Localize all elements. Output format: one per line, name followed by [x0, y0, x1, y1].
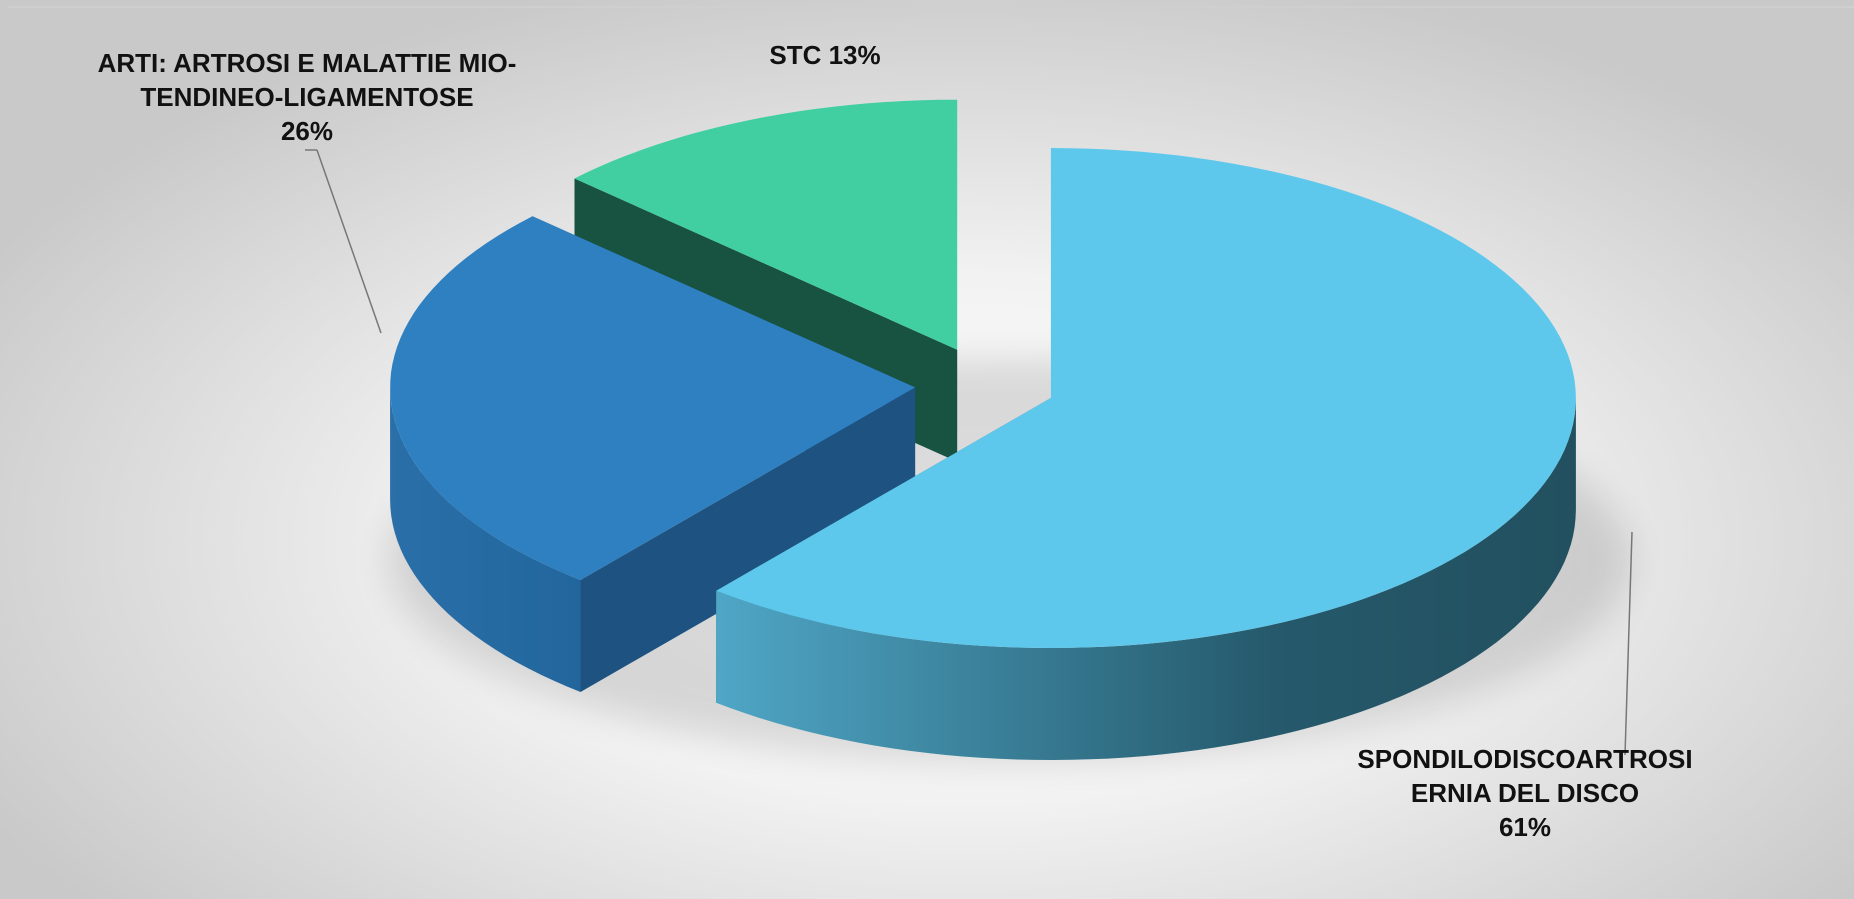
slice-top	[390, 216, 916, 581]
pie	[390, 99, 1576, 760]
category-label: STC	[769, 40, 822, 70]
category-label: SPONDILODISCOARTROSI ERNIA DEL DISCO	[1357, 744, 1693, 808]
pie-slice	[716, 148, 1576, 760]
slice-label: ARTI: ARTROSI E MALATTIE MIO-TENDINEO-LI…	[62, 46, 552, 148]
slice-label: STC 13%	[700, 38, 950, 72]
slice-wall	[390, 387, 581, 692]
pie-slice	[390, 216, 916, 692]
slice-side	[580, 387, 916, 692]
value-label: 26%	[280, 116, 334, 146]
value-label: 61%	[1498, 812, 1552, 842]
value-label: 13%	[828, 40, 881, 70]
slice-top	[716, 148, 1576, 648]
leader-line	[316, 149, 382, 334]
slice-top	[574, 99, 958, 350]
leader-line	[1624, 531, 1633, 756]
category-label: ARTI: ARTROSI E MALATTIE MIO-TENDINEO-LI…	[97, 48, 517, 112]
slice-label: SPONDILODISCOARTROSI ERNIA DEL DISCO 61%	[1315, 742, 1735, 844]
slice-wall	[716, 398, 1576, 760]
